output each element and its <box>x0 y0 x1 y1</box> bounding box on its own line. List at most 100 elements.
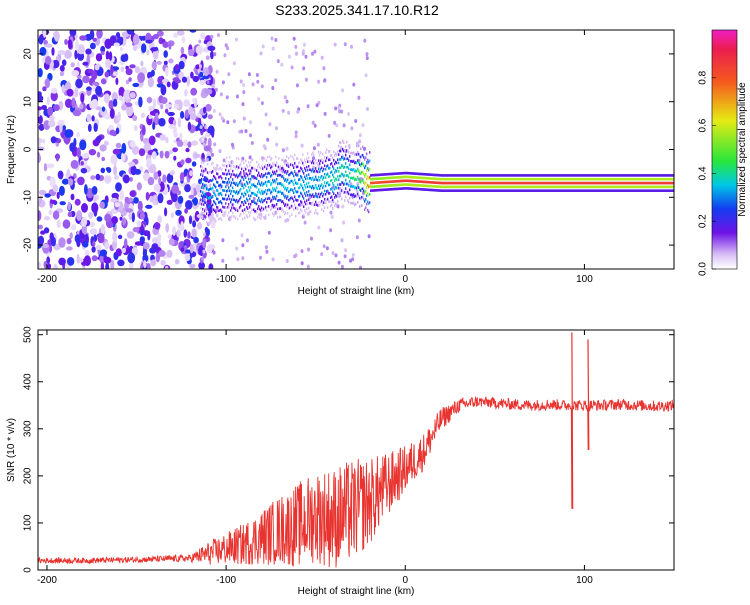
heatmap-cell <box>91 186 98 195</box>
heatmap-cell <box>224 189 226 192</box>
heatmap-cell <box>267 155 269 159</box>
heatmap-cell <box>257 97 261 101</box>
heatmap-cell <box>429 188 431 192</box>
heatmap-cell <box>590 189 592 192</box>
heatmap-cell <box>315 167 317 170</box>
heatmap-cell <box>76 253 80 264</box>
colorbar-segment <box>712 111 737 115</box>
heatmap-cell <box>592 177 594 181</box>
heatmap-cell <box>297 207 299 210</box>
heatmap-cell <box>639 177 641 181</box>
heatmap-cell <box>301 51 305 56</box>
heatmap-cell <box>459 177 461 181</box>
heatmap-cell <box>634 174 636 177</box>
heatmap-cell <box>228 161 230 164</box>
heatmap-cell <box>514 174 516 177</box>
heatmap-cell <box>632 174 634 177</box>
heatmap-cell <box>109 129 116 136</box>
heatmap-cell <box>206 187 208 190</box>
heatmap-cell <box>38 152 41 163</box>
heatmap-cell <box>349 188 351 192</box>
heatmap-cell <box>506 181 508 185</box>
heatmap-cell <box>264 165 266 169</box>
heatmap-cell <box>359 196 361 200</box>
heatmap-cell <box>352 152 354 155</box>
heatmap-cell <box>268 180 270 183</box>
heatmap-cell <box>486 185 488 189</box>
heatmap-cell <box>211 83 216 90</box>
heatmap-cell <box>368 177 370 180</box>
heatmap-cell <box>435 185 437 188</box>
heatmap-cell <box>247 72 251 77</box>
heatmap-cell <box>557 181 559 185</box>
heatmap-cell <box>290 205 292 208</box>
heatmap-cell <box>271 86 275 90</box>
heatmap-cell <box>293 199 295 203</box>
heatmap-cell <box>119 46 124 52</box>
colorbar-label: Normalized spectral amplitude <box>737 82 748 217</box>
heatmap-cell <box>462 177 464 181</box>
colorbar-segment <box>712 137 737 141</box>
heatmap-cell <box>201 194 203 198</box>
heatmap-cell <box>518 177 520 181</box>
heatmap-cell <box>311 195 313 198</box>
heatmap-cell <box>349 196 351 200</box>
heatmap-cell <box>321 208 323 211</box>
heatmap-cell <box>667 177 669 181</box>
heatmap-cell <box>190 140 199 146</box>
heatmap-cell <box>665 185 667 189</box>
heatmap-cell <box>236 198 238 202</box>
heatmap-cell <box>400 179 402 183</box>
colorbar-segment <box>712 49 737 53</box>
heatmap-cell <box>342 148 344 151</box>
heatmap-cell <box>228 203 230 206</box>
heatmap-cell <box>387 180 389 184</box>
heatmap-cell <box>407 175 409 179</box>
heatmap-cell <box>132 82 140 88</box>
heatmap-cell <box>92 240 96 247</box>
heatmap-cell <box>576 177 578 181</box>
heatmap-cell <box>272 187 274 190</box>
heatmap-cell <box>165 67 169 77</box>
heatmap-cell <box>513 177 515 181</box>
heatmap-cell <box>618 174 620 177</box>
heatmap-cell <box>362 145 364 149</box>
heatmap-cell <box>463 181 465 185</box>
heatmap-cell <box>38 261 41 268</box>
heatmap-cell <box>150 259 157 267</box>
heatmap-cell <box>521 189 523 192</box>
heatmap-cell <box>312 193 314 196</box>
heatmap-cell <box>438 189 440 192</box>
heatmap-cell <box>53 264 58 269</box>
heatmap-cell <box>448 174 450 177</box>
heatmap-cell <box>493 189 495 192</box>
heatmap-cell <box>426 188 428 191</box>
heatmap-cell <box>245 167 247 171</box>
heatmap-cell <box>439 177 441 181</box>
heatmap-cell <box>317 225 321 230</box>
heatmap-cell <box>528 177 530 181</box>
heatmap-cell <box>258 213 260 216</box>
heatmap-cell <box>541 189 543 192</box>
heatmap-cell <box>578 181 580 185</box>
heatmap-cell <box>555 181 557 185</box>
heatmap-cell <box>166 249 173 258</box>
heatmap-cell <box>217 189 219 193</box>
heatmap-cell <box>565 185 567 189</box>
heatmap-cell <box>587 189 589 192</box>
heatmap-cell <box>512 177 514 181</box>
heatmap-cell <box>365 164 367 168</box>
heatmap-cell <box>229 181 231 184</box>
heatmap-cell <box>605 185 607 189</box>
heatmap-cell <box>204 167 206 171</box>
heatmap-cell <box>205 167 207 171</box>
heatmap-cell <box>279 173 281 177</box>
heatmap-cell <box>556 185 558 189</box>
heatmap-cell <box>292 164 294 167</box>
heatmap-cell <box>231 173 233 176</box>
heatmap-cell <box>270 183 272 186</box>
heatmap-cell <box>288 173 290 177</box>
heatmap-cell <box>378 185 380 188</box>
heatmap-cell <box>257 215 259 219</box>
heatmap-cell <box>248 202 250 206</box>
